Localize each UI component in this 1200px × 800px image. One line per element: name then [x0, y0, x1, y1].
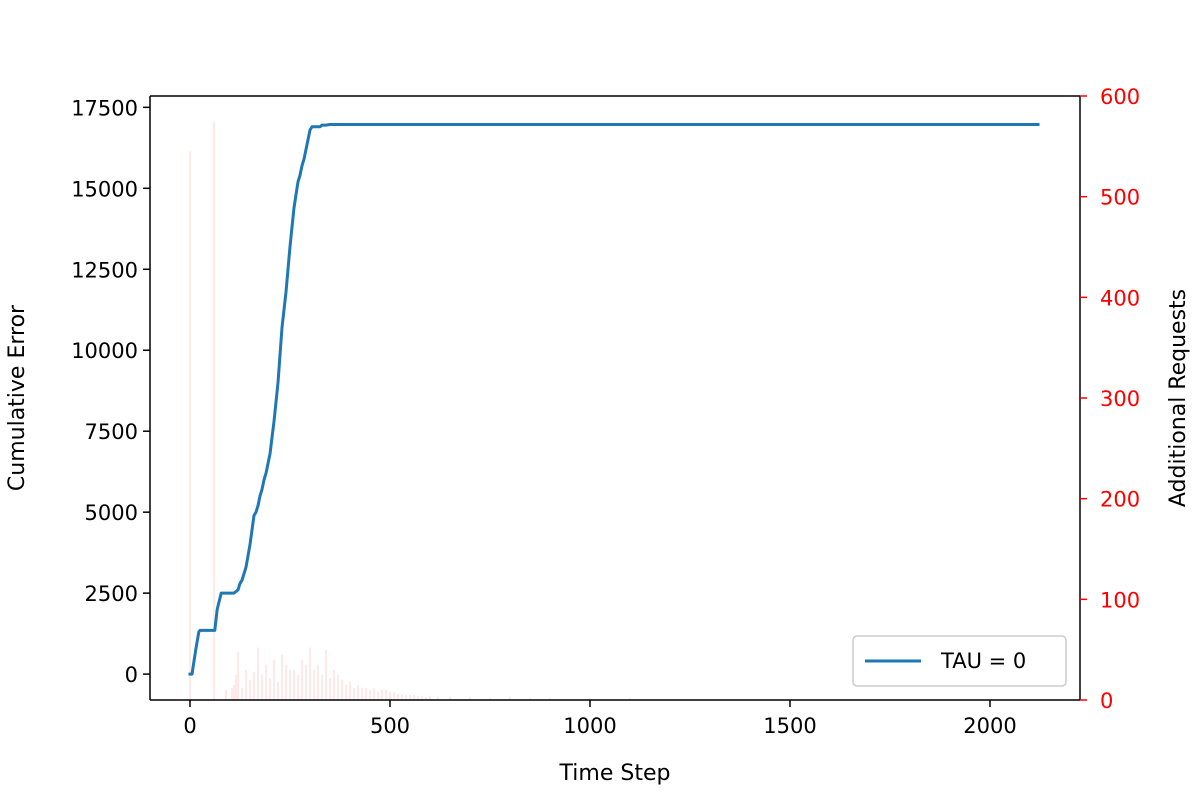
y-tick-label: 12500 — [71, 258, 138, 282]
request-bar — [405, 694, 407, 700]
request-bar — [629, 697, 631, 700]
x-axis-label: Time Step — [559, 761, 671, 786]
request-bar — [257, 647, 259, 700]
request-bar — [409, 694, 411, 700]
request-bar — [301, 659, 303, 700]
legend-label: TAU = 0 — [940, 649, 1026, 673]
legend: TAU = 0 — [852, 635, 1067, 687]
request-bar — [289, 669, 291, 700]
request-bar — [589, 697, 591, 700]
request-bar — [489, 697, 491, 700]
request-bar — [337, 674, 339, 700]
request-bar — [261, 674, 263, 700]
request-bar — [377, 691, 379, 700]
y-axis-label: Cumulative Error — [5, 304, 30, 491]
request-bar — [349, 681, 351, 700]
y-tick-label: 10000 — [71, 339, 138, 363]
request-bar — [353, 687, 355, 700]
request-bar — [425, 696, 427, 700]
request-bar — [189, 151, 191, 700]
legend-box — [852, 635, 1067, 687]
request-bar — [529, 697, 531, 700]
y2-tick-label: 600 — [1100, 85, 1140, 109]
request-bar — [231, 687, 233, 700]
y2-tick-label: 100 — [1100, 588, 1140, 612]
request-bar — [417, 695, 419, 700]
y-tick-label: 17500 — [71, 96, 138, 120]
x-tick-label: 1000 — [563, 714, 616, 738]
request-bar — [413, 694, 415, 700]
request-bar — [381, 689, 383, 700]
request-bar — [265, 664, 267, 700]
y2-tick-label: 400 — [1100, 286, 1140, 310]
y-tick-label: 0 — [125, 663, 138, 687]
x-tick-label: 2000 — [963, 714, 1016, 738]
request-bar — [321, 674, 323, 700]
y2-tick-label: 300 — [1100, 387, 1140, 411]
request-bar — [393, 691, 395, 700]
request-bar — [277, 681, 279, 700]
request-bar — [429, 695, 431, 700]
request-bar — [341, 679, 343, 700]
x-tick-label: 0 — [183, 714, 196, 738]
request-bar — [273, 659, 275, 700]
request-bar — [357, 684, 359, 700]
request-bar — [549, 697, 551, 700]
y2-tick-label: 500 — [1100, 186, 1140, 210]
request-bar — [309, 647, 311, 700]
request-bar — [397, 693, 399, 700]
request-bar — [325, 649, 327, 700]
request-bar — [421, 695, 423, 700]
request-bar — [249, 679, 251, 700]
y-tick-label: 5000 — [85, 501, 138, 525]
request-bar — [509, 696, 511, 700]
request-bar — [345, 684, 347, 700]
request-bar — [237, 651, 239, 700]
series-line-tau-0 — [188, 123, 1040, 676]
request-bar — [269, 677, 271, 700]
x-tick-label: 500 — [370, 714, 410, 738]
request-bar — [365, 687, 367, 700]
request-bar — [305, 664, 307, 700]
request-bar — [245, 669, 247, 700]
request-bar — [369, 689, 371, 700]
bars-layer — [189, 121, 631, 701]
request-bar — [329, 677, 331, 700]
y2-tick-label: 200 — [1100, 488, 1140, 512]
request-bar — [361, 687, 363, 700]
request-bar — [297, 674, 299, 700]
request-bar — [285, 664, 287, 700]
x-tick-label: 1500 — [763, 714, 816, 738]
request-bar — [317, 664, 319, 700]
request-bar — [225, 689, 227, 700]
y2-axis-label: Additional Requests — [1166, 289, 1191, 507]
request-bar — [213, 121, 215, 701]
request-bar — [401, 693, 403, 700]
y-tick-label: 2500 — [85, 582, 138, 606]
request-bar — [389, 691, 391, 700]
request-bar — [373, 687, 375, 700]
request-bar — [449, 696, 451, 700]
request-bar — [313, 669, 315, 700]
request-bar — [241, 687, 243, 700]
request-bar — [233, 684, 235, 700]
request-bar — [437, 696, 439, 700]
request-bar — [385, 689, 387, 700]
y-tick-label: 7500 — [85, 420, 138, 444]
y-tick-label: 15000 — [71, 177, 138, 201]
line-layer — [188, 123, 1040, 676]
request-bar — [293, 669, 295, 700]
request-bar — [281, 654, 283, 700]
request-bar — [333, 669, 335, 700]
request-bar — [469, 696, 471, 700]
ticks-layer: 0 500 1000 1500 2000025005000750010000125001… — [71, 85, 1140, 738]
request-bar — [253, 671, 255, 700]
y2-tick-label: 0 — [1100, 689, 1113, 713]
request-bar — [235, 674, 237, 700]
